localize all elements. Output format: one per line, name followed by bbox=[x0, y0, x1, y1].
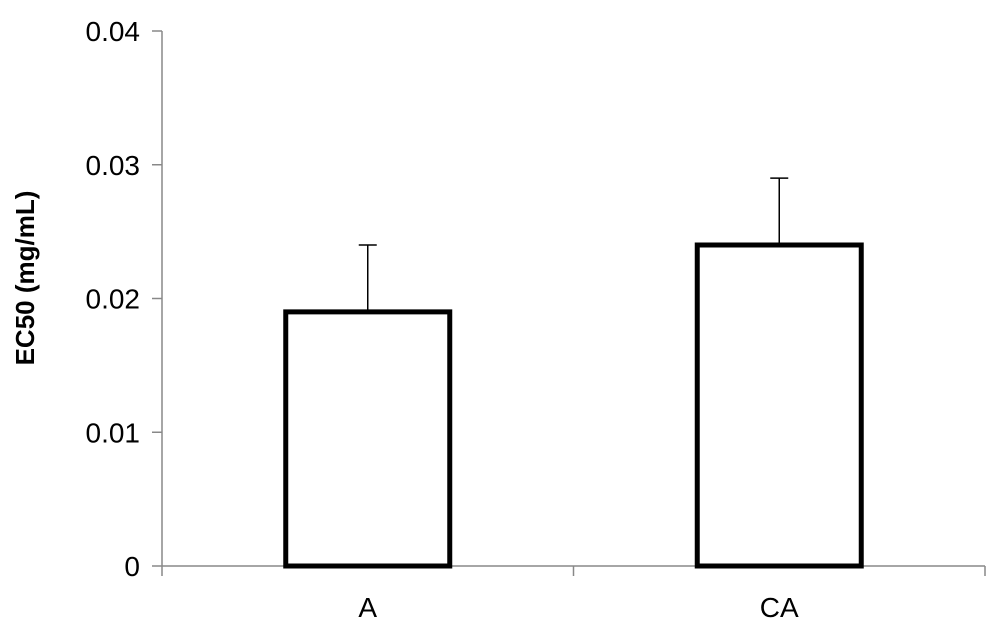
y-axis-title: EC50 (mg/mL) bbox=[10, 191, 40, 366]
error-bars bbox=[358, 177, 789, 312]
y-tick-label: 0.02 bbox=[86, 284, 141, 315]
y-tick-label: 0 bbox=[124, 551, 140, 582]
bar-a bbox=[283, 309, 453, 569]
y-tick-label: 0.03 bbox=[86, 150, 141, 181]
y-ticks: 0 0.01 0.02 0.03 0.04 bbox=[86, 16, 162, 582]
bar-ca bbox=[694, 242, 864, 569]
y-tick-label: 0.01 bbox=[86, 417, 141, 448]
bars bbox=[283, 242, 864, 569]
x-tick-label: A bbox=[358, 592, 377, 623]
x-tick-label: CA bbox=[760, 592, 799, 623]
y-tick-label: 0.04 bbox=[86, 16, 141, 47]
x-tick-labels: A CA bbox=[358, 592, 799, 623]
y-axis-title-group: EC50 (mg/mL) bbox=[10, 191, 40, 366]
